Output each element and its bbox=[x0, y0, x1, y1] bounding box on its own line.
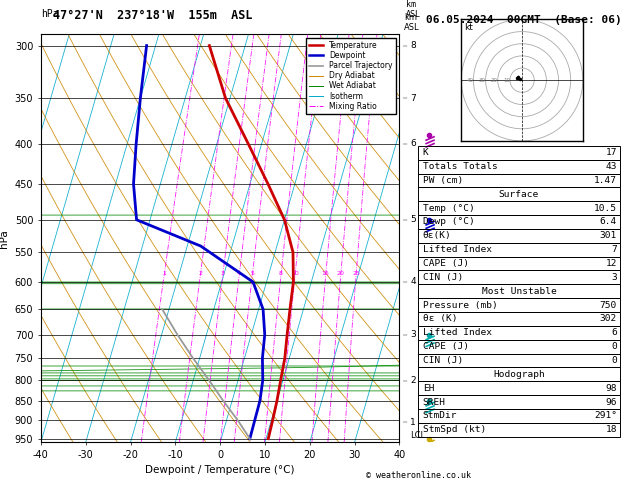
Text: km
ASL: km ASL bbox=[406, 0, 421, 19]
Text: 3: 3 bbox=[611, 273, 617, 282]
X-axis label: Dewpoint / Temperature (°C): Dewpoint / Temperature (°C) bbox=[145, 466, 295, 475]
Y-axis label: hPa: hPa bbox=[0, 229, 9, 247]
Text: θε(K): θε(K) bbox=[423, 231, 452, 241]
Text: 4: 4 bbox=[237, 271, 241, 276]
Text: Totals Totals: Totals Totals bbox=[423, 162, 498, 171]
Text: km
ASL: km ASL bbox=[404, 13, 420, 32]
Text: 7: 7 bbox=[611, 245, 617, 254]
Text: 96: 96 bbox=[606, 398, 617, 407]
Text: Surface: Surface bbox=[499, 190, 539, 199]
Text: 2: 2 bbox=[198, 271, 202, 276]
Text: Lifted Index: Lifted Index bbox=[423, 328, 492, 337]
Text: 40: 40 bbox=[467, 78, 474, 83]
Text: CIN (J): CIN (J) bbox=[423, 356, 463, 365]
Text: 8: 8 bbox=[411, 41, 416, 50]
Text: 291°: 291° bbox=[594, 411, 617, 420]
Text: 2: 2 bbox=[411, 377, 416, 385]
Text: 17: 17 bbox=[606, 148, 617, 157]
Text: Dewp (°C): Dewp (°C) bbox=[423, 217, 474, 226]
Text: 3: 3 bbox=[411, 330, 416, 339]
Text: 5: 5 bbox=[411, 215, 416, 225]
Text: 6: 6 bbox=[611, 328, 617, 337]
Text: kt: kt bbox=[464, 23, 472, 32]
Text: © weatheronline.co.uk: © weatheronline.co.uk bbox=[366, 471, 470, 480]
Text: K: K bbox=[423, 148, 428, 157]
Text: 18: 18 bbox=[606, 425, 617, 434]
Text: 7: 7 bbox=[411, 94, 416, 103]
Text: 10: 10 bbox=[503, 78, 510, 83]
Text: Temp (°C): Temp (°C) bbox=[423, 204, 474, 213]
Text: 10: 10 bbox=[291, 271, 299, 276]
Text: 20: 20 bbox=[337, 271, 345, 276]
Text: 5: 5 bbox=[250, 271, 254, 276]
Text: Lifted Index: Lifted Index bbox=[423, 245, 492, 254]
Text: CAPE (J): CAPE (J) bbox=[423, 342, 469, 351]
Text: 1: 1 bbox=[411, 417, 416, 427]
Text: 6.4: 6.4 bbox=[600, 217, 617, 226]
Text: 6: 6 bbox=[411, 139, 416, 148]
Text: 10.5: 10.5 bbox=[594, 204, 617, 213]
Text: 1.47: 1.47 bbox=[594, 176, 617, 185]
Legend: Temperature, Dewpoint, Parcel Trajectory, Dry Adiabat, Wet Adiabat, Isotherm, Mi: Temperature, Dewpoint, Parcel Trajectory… bbox=[306, 38, 396, 114]
Text: Hodograph: Hodograph bbox=[493, 370, 545, 379]
Text: hPa: hPa bbox=[41, 9, 58, 19]
Text: 3: 3 bbox=[221, 271, 225, 276]
Text: 47°27'N  237°18'W  155m  ASL: 47°27'N 237°18'W 155m ASL bbox=[53, 9, 253, 22]
Text: EH: EH bbox=[423, 383, 434, 393]
Text: 750: 750 bbox=[600, 300, 617, 310]
Text: θε (K): θε (K) bbox=[423, 314, 457, 324]
Text: CAPE (J): CAPE (J) bbox=[423, 259, 469, 268]
Text: StmDir: StmDir bbox=[423, 411, 457, 420]
Text: StmSpd (kt): StmSpd (kt) bbox=[423, 425, 486, 434]
Text: CIN (J): CIN (J) bbox=[423, 273, 463, 282]
Text: LCL: LCL bbox=[411, 431, 426, 439]
Text: 1: 1 bbox=[162, 271, 166, 276]
Text: 98: 98 bbox=[606, 383, 617, 393]
Text: Most Unstable: Most Unstable bbox=[482, 287, 556, 296]
Text: 20: 20 bbox=[491, 78, 498, 83]
Text: 16: 16 bbox=[322, 271, 330, 276]
Text: 0: 0 bbox=[611, 356, 617, 365]
Text: 06.05.2024  00GMT  (Base: 06): 06.05.2024 00GMT (Base: 06) bbox=[426, 15, 621, 25]
Text: 25: 25 bbox=[352, 271, 360, 276]
Text: 12: 12 bbox=[606, 259, 617, 268]
Text: 301: 301 bbox=[600, 231, 617, 241]
Text: 302: 302 bbox=[600, 314, 617, 324]
Text: 0: 0 bbox=[611, 342, 617, 351]
Text: 43: 43 bbox=[606, 162, 617, 171]
Text: 4: 4 bbox=[411, 278, 416, 286]
Text: SREH: SREH bbox=[423, 398, 446, 407]
Text: PW (cm): PW (cm) bbox=[423, 176, 463, 185]
Text: Pressure (mb): Pressure (mb) bbox=[423, 300, 498, 310]
Text: 8: 8 bbox=[279, 271, 283, 276]
Text: 30: 30 bbox=[479, 78, 486, 83]
